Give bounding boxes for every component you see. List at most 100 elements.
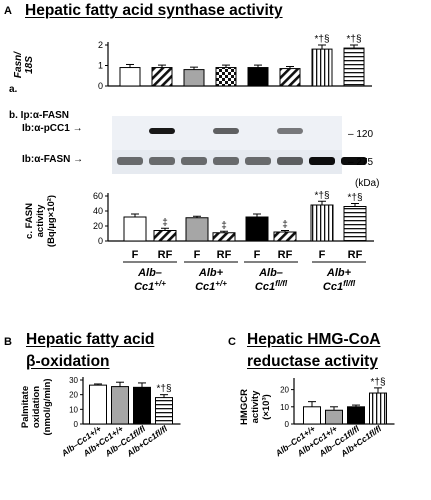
hmgcr-activity-bar xyxy=(347,406,365,425)
beta-oxidation-significance: *†§ xyxy=(156,384,171,395)
fasn-mrna-ytick-label: 0 xyxy=(98,81,103,91)
fasn-activity-ytick-label: 20 xyxy=(93,221,103,231)
beta-oxidation-bar xyxy=(89,384,107,425)
condition-label: RF xyxy=(217,249,232,261)
blot-label-pcc1: Ib:α-pCC1 → xyxy=(22,123,83,134)
hmgcr-activity-significance: *†§ xyxy=(370,377,385,388)
hmgcr-activity-bar xyxy=(369,392,387,425)
condition-label: F xyxy=(132,249,139,261)
fasn-mrna-chart: 0 1 2 *†§ *†§ xyxy=(98,34,372,91)
fasn-mrna-significance: *†§ xyxy=(314,34,329,45)
blot-band-fasn xyxy=(277,157,303,165)
hmgcr-activity-ytick-label: 0 xyxy=(285,420,290,429)
fasn-activity-chart: 0 20 40 60 ‡ ‡ ‡ *†§ *†§ xyxy=(93,190,374,246)
fasn-activity-significance: *†§ xyxy=(314,190,329,201)
fasn-activity-bar xyxy=(212,232,236,242)
kda-label: (kDa) xyxy=(355,178,380,189)
group-label-genotype: Cc1fl/fl xyxy=(255,279,288,293)
fasn-activity-significance: ‡ xyxy=(162,217,168,228)
fasn-activity-bar xyxy=(273,231,297,242)
hmgcr-activity-bar xyxy=(303,406,321,425)
fasn-mrna-bar xyxy=(247,67,269,87)
hmgcr-activity-ytick-label: 20 xyxy=(280,386,289,395)
fasn-activity-ytick-label: 40 xyxy=(93,206,103,216)
mw-marker-120: – 120 xyxy=(348,129,374,140)
group-label-top: Alb– xyxy=(137,267,162,279)
condition-label: RF xyxy=(158,249,173,261)
fasn-mrna-significance: *†§ xyxy=(346,34,361,45)
beta-oxidation-bar xyxy=(133,386,151,425)
sub-b-label: b. Ip:α-FASN xyxy=(9,110,70,121)
fasn-mrna-bar xyxy=(311,48,333,87)
fasn-activity-ylabel: c. FASN activity (Bq/µg×10²) xyxy=(24,194,57,248)
condition-label: F xyxy=(194,249,201,261)
condition-label: F xyxy=(319,249,326,261)
hmgcr-ylabel: HMGCR activity (×10³) xyxy=(239,389,272,425)
fasn-activity-ytick-label: 0 xyxy=(98,236,103,246)
panel-c-title-line1: Hepatic HMG-CoA xyxy=(247,331,381,348)
panel-letter-c: C xyxy=(228,336,236,348)
group-label-top: Alb+ xyxy=(326,267,352,279)
blot-band-fasn xyxy=(181,157,207,165)
fasn-activity-significance: *†§ xyxy=(347,193,362,204)
group-label-genotype: Cc1fl/fl xyxy=(323,279,356,293)
fasn-mrna-bar xyxy=(279,68,301,87)
fasn-mrna-ytick-label: 2 xyxy=(98,40,103,50)
blot-band-fasn xyxy=(245,157,271,165)
fasn-mrna-bar xyxy=(215,67,237,87)
blot-band-fasn xyxy=(117,157,143,165)
panel-letter-a: A xyxy=(4,5,12,17)
blot-band-fasn xyxy=(149,157,175,165)
western-blot xyxy=(112,116,367,174)
blot-label-fasn: Ib:α-FASN → xyxy=(22,154,84,165)
fasn-activity-bar xyxy=(185,217,209,242)
fasn-mrna-bar xyxy=(119,67,141,87)
panel-letter-b: B xyxy=(4,336,12,348)
group-label-top: Alb+ xyxy=(198,267,224,279)
fasn-activity-bar xyxy=(343,206,367,242)
beta-oxidation-ylabel: Palmitate oxidation (nmol/g/min) xyxy=(20,378,53,436)
mw-marker-275: – 275 xyxy=(348,157,374,168)
panel-b-title-line2: β-oxidation xyxy=(26,353,110,370)
fasn-activity-bar xyxy=(123,216,147,242)
panel-b-title-line1: Hepatic fatty acid xyxy=(26,331,155,348)
fasn-activity-ytick-label: 60 xyxy=(93,191,103,201)
fasn-mrna-bar xyxy=(343,47,365,87)
fasn-mrna-bar xyxy=(151,67,173,87)
group-label-top: Alb– xyxy=(258,267,283,279)
panel-c-title-line2: reductase activity xyxy=(247,353,378,370)
blot-band-pcc1 xyxy=(213,128,239,134)
beta-oxidation-ytick-label: 10 xyxy=(69,405,78,414)
fasn-activity-significance: ‡ xyxy=(221,220,227,231)
blot-band-fasn xyxy=(309,157,335,165)
panel-a-group-labels: F RF F RF F RF F RFAlb–Cc1+/+Alb+Cc1+/+Alb–Cc1f… xyxy=(123,249,366,293)
condition-label: RF xyxy=(348,249,363,261)
fasn-mrna-bar xyxy=(183,69,205,87)
hmgcr-activity-ytick-label: 10 xyxy=(280,403,289,412)
blot-band-fasn xyxy=(341,157,367,165)
fasn-activity-bar xyxy=(310,204,334,242)
blot-band-fasn xyxy=(213,157,239,165)
blot-band-pcc1 xyxy=(277,128,303,134)
hmgcr-activity-bar xyxy=(325,409,343,425)
beta-oxidation-ytick-label: 20 xyxy=(69,391,78,400)
beta-oxidation-ytick-label: 0 xyxy=(74,420,79,429)
beta-oxidation-chart: 0102030*†§Alb–Cc1+/+Alb+Cc1+/+Alb–Cc1fl/… xyxy=(59,376,181,459)
condition-label: F xyxy=(254,249,261,261)
beta-oxidation-bar xyxy=(155,397,173,425)
hmgcr-activity-chart: 01020*†§Alb–Cc1+/+Alb+Cc1+/+Alb–Cc1fl/fl… xyxy=(273,377,395,459)
fasn-activity-bar xyxy=(245,216,269,242)
group-label-genotype: Cc1+/+ xyxy=(195,279,227,293)
group-label-genotype: Cc1+/+ xyxy=(134,279,166,293)
blot-band-pcc1 xyxy=(149,128,175,134)
sub-a-letter: a. xyxy=(9,84,18,95)
fasn-mrna-ytick-label: 1 xyxy=(98,61,103,71)
beta-oxidation-bar xyxy=(111,386,129,425)
fasn-activity-significance: ‡ xyxy=(282,220,288,231)
panel-a-title: Hepatic fatty acid synthase activity xyxy=(25,2,283,19)
beta-oxidation-ytick-label: 30 xyxy=(69,376,78,385)
fasn-activity-bar xyxy=(153,230,177,242)
condition-label: RF xyxy=(278,249,293,261)
